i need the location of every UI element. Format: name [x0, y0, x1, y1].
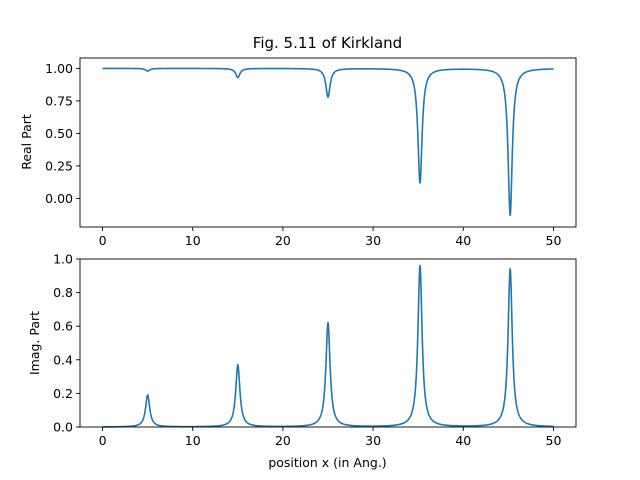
real-part-xtick-label: 10 — [185, 233, 201, 248]
imag-part-axes-frame — [79, 258, 577, 428]
imag-part-xtick-label: 50 — [546, 433, 562, 448]
real-part-xtick-label: 20 — [275, 233, 291, 248]
real-part-ylabel: Real Part — [19, 114, 34, 170]
imag-part-xtick-label: 20 — [275, 433, 291, 448]
real-part-xtick-label: 0 — [99, 233, 107, 248]
imag-part-ytick-label: 1.0 — [53, 252, 73, 267]
real-part-xtick-label: 30 — [365, 233, 381, 248]
real-part-plot-area: 0 10 20 30 40 50 0.00 0.25 0.50 0.75 1.00 — [45, 57, 577, 248]
imag-part-ytick-label: 0.4 — [53, 352, 73, 367]
real-part-ytick-label: 0.00 — [45, 191, 73, 206]
imag-part-ytick-label: 0.0 — [53, 420, 73, 435]
imag-part-xtick-label: 0 — [99, 433, 107, 448]
imag-part-xlabel: position x (in Ang.) — [268, 455, 386, 470]
real-part-series-line — [101, 67, 555, 217]
real-part-axes-frame — [79, 57, 577, 228]
real-part-ytick-label: 0.25 — [45, 158, 73, 173]
imag-part-ytick-label: 0.8 — [53, 285, 73, 300]
real-part-xtick-label: 40 — [455, 233, 471, 248]
real-part-xtick-label: 50 — [546, 233, 562, 248]
imag-part-plot-area: 0 10 20 30 40 50 0.0 0.2 0.4 0.6 0.8 1.0 — [53, 252, 577, 448]
imag-part-xtick-label: 30 — [365, 433, 381, 448]
real-part-ytick-label: 0.75 — [45, 93, 73, 108]
imag-part-ytick-label: 0.2 — [53, 386, 73, 401]
imag-part-xtick-label: 40 — [455, 433, 471, 448]
imag-part-xtick-label: 10 — [185, 433, 201, 448]
real-part-subplot: Fig. 5.11 of Kirkland 0 10 20 30 40 50 0.00 0.2… — [19, 34, 577, 248]
imag-part-ytick-label: 0.6 — [53, 319, 73, 334]
real-part-ytick-label: 0.50 — [45, 126, 73, 141]
imag-part-ylabel: Imag. Part — [27, 311, 42, 375]
chart-title: Fig. 5.11 of Kirkland — [253, 34, 402, 52]
imag-part-subplot: 0 10 20 30 40 50 0.0 0.2 0.4 0.6 0.8 1.0 Imag. Part… — [27, 252, 577, 470]
real-part-ytick-label: 1.00 — [45, 61, 73, 76]
